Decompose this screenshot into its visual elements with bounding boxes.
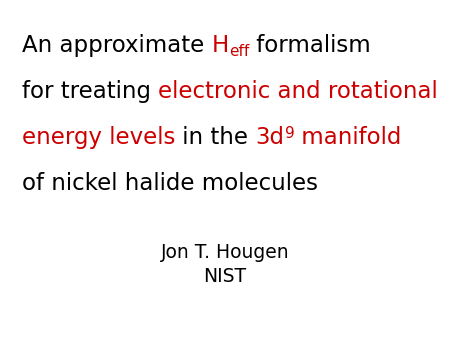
Text: 3d: 3d bbox=[256, 126, 284, 149]
Text: energy levels: energy levels bbox=[22, 126, 176, 149]
Text: electronic and rotational: electronic and rotational bbox=[158, 80, 438, 103]
Text: for treating: for treating bbox=[22, 80, 158, 103]
Text: manifold: manifold bbox=[294, 126, 402, 149]
Text: H: H bbox=[212, 34, 229, 57]
Text: NIST: NIST bbox=[203, 267, 247, 286]
Text: eff: eff bbox=[229, 45, 249, 59]
Text: 9: 9 bbox=[284, 126, 294, 141]
Text: formalism: formalism bbox=[249, 34, 371, 57]
Text: of nickel halide molecules: of nickel halide molecules bbox=[22, 172, 318, 195]
Text: Jon T. Hougen: Jon T. Hougen bbox=[161, 243, 289, 262]
Text: in the: in the bbox=[176, 126, 256, 149]
Text: An approximate: An approximate bbox=[22, 34, 212, 57]
